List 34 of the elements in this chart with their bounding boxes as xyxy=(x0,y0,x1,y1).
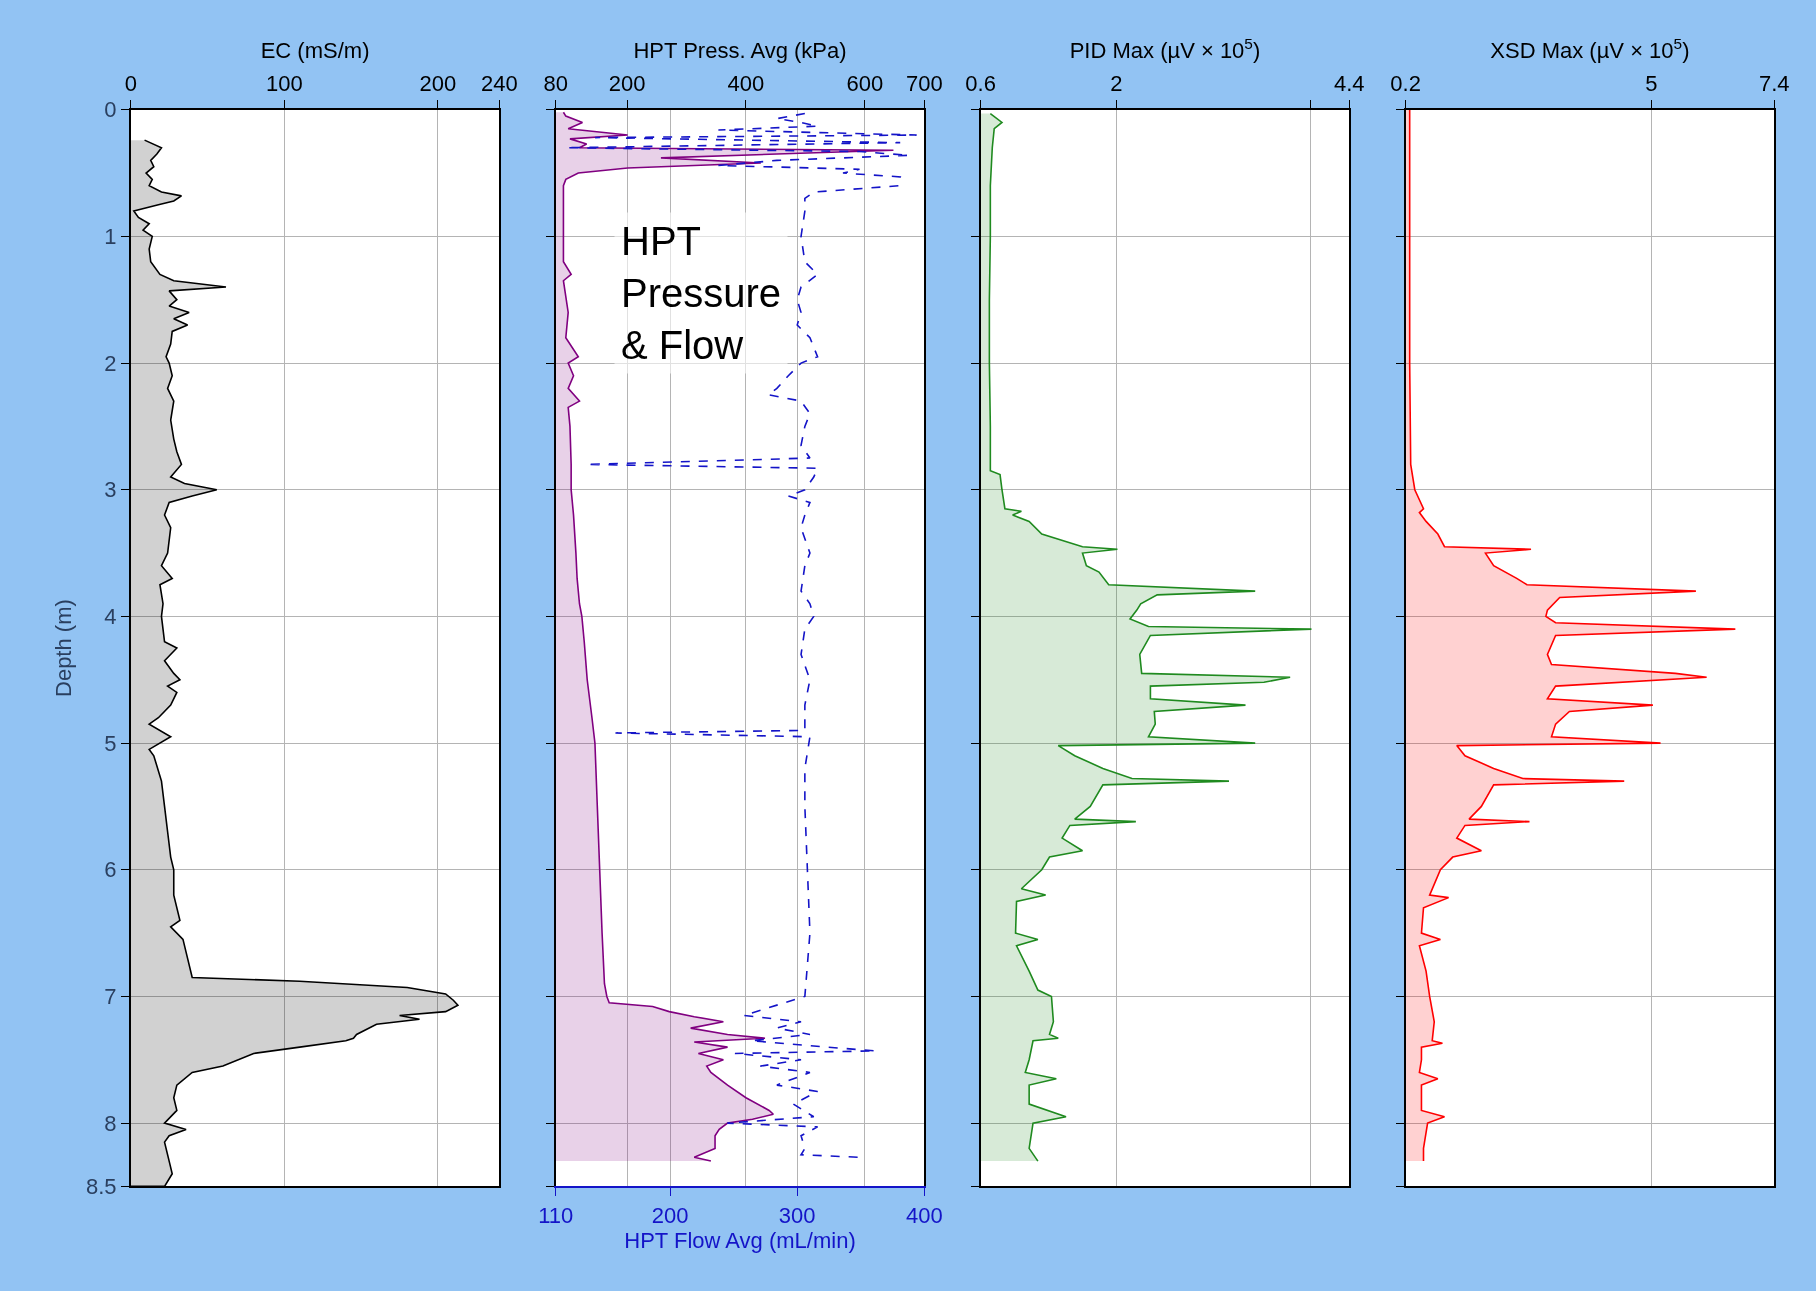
y-tick-label: 3 xyxy=(104,477,117,503)
x-tick-label: 300 xyxy=(778,1202,816,1228)
x-tick-label: 0.6 xyxy=(965,71,996,97)
x-tick-label: 2 xyxy=(1110,71,1123,97)
y-tick-label: 2 xyxy=(104,350,117,376)
x-tick-label: 5 xyxy=(1645,71,1658,97)
x2-tick-label: 700 xyxy=(905,71,943,97)
x-axis-title: HPT Flow Avg (mL/min) xyxy=(624,1227,856,1253)
y-tick-label: 4 xyxy=(104,604,117,630)
x2-tick-label: 80 xyxy=(543,71,568,97)
y-tick-label: 6 xyxy=(104,857,117,883)
x-tick-label: 7.4 xyxy=(1758,71,1790,97)
x-axis-title: PID Max (µV × 10$^{5}$) xyxy=(1069,35,1261,64)
x2-axis-title: HPT Press. Avg (kPa) xyxy=(633,38,847,64)
annotation: HPT Pressure & Flow xyxy=(621,219,782,367)
x-tick-label: 400 xyxy=(905,1202,943,1228)
x-axis-title: XSD Max (µV × 10$^{5}$) xyxy=(1490,35,1690,64)
y-tick-label: 8 xyxy=(104,1110,117,1136)
x-tick-label: 200 xyxy=(419,71,457,97)
x-tick-label: 100 xyxy=(265,71,303,97)
x2-tick-label: 600 xyxy=(846,71,884,97)
y-tick-label: 8.5 xyxy=(86,1174,117,1200)
x-tick-label: 0.2 xyxy=(1390,71,1421,97)
y-tick-label: 0 xyxy=(104,97,117,123)
x-tick-label: 110 xyxy=(538,1202,574,1228)
x-tick-label: 240 xyxy=(481,71,518,97)
x-tick-label: 0 xyxy=(124,71,137,97)
x-axis-title: EC (mS/m) xyxy=(260,38,370,64)
y-tick-label: 7 xyxy=(104,984,117,1010)
x-tick-label: 200 xyxy=(651,1202,689,1228)
y-axis-title: Depth (m) xyxy=(51,599,77,697)
x-tick-label: 4.4 xyxy=(1333,71,1365,97)
y-tick-label: 5 xyxy=(104,730,117,756)
y-tick-label: 1 xyxy=(104,224,117,250)
